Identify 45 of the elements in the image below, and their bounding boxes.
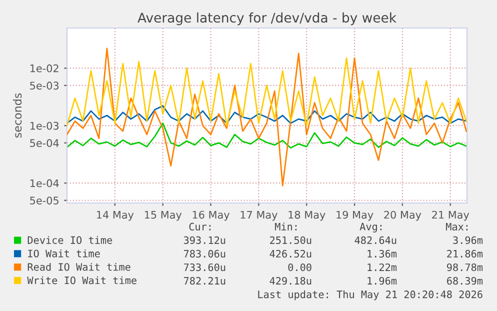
y-tick-label: 1e-03 xyxy=(30,122,59,130)
x-tick-label: 20 May xyxy=(384,210,422,221)
x-tick-label: 14 May xyxy=(97,210,134,221)
text: 783.06u xyxy=(184,250,226,258)
text: 782.21u xyxy=(184,277,226,285)
text: 1.96m xyxy=(368,277,397,285)
text: Max: xyxy=(446,222,468,230)
x-tick-label: 18 May xyxy=(288,210,326,221)
x-tick-label: 17 May xyxy=(240,210,278,221)
text: Min: xyxy=(275,222,297,230)
y-tick-label: 5e-04 xyxy=(30,139,59,148)
text: 426.52u xyxy=(270,250,312,258)
text: 3.96m xyxy=(453,236,483,244)
text: 1.36m xyxy=(368,250,397,258)
line-series xyxy=(67,57,467,126)
text: 1.22m xyxy=(368,263,397,271)
text: 482.64u xyxy=(354,236,396,244)
line-series xyxy=(67,48,467,186)
y-tick-label: 5e-03 xyxy=(30,82,59,90)
y-tick-label: 1e-02 xyxy=(30,64,58,72)
text: 429.18u xyxy=(270,277,312,285)
x-tick-label: 19 May xyxy=(336,210,374,221)
text: 393.12u xyxy=(184,236,226,244)
x-tick-label: 21 May xyxy=(432,210,470,221)
x-tick-label: 15 May xyxy=(144,210,182,221)
y-tick-label: 5e-05 xyxy=(30,196,58,204)
legend-label: IO Wait time xyxy=(28,250,100,258)
x-tick-label: 16 May xyxy=(192,210,230,221)
legend-label: Write IO Wait time xyxy=(27,276,136,284)
line-series xyxy=(67,122,467,149)
text: 21.86m xyxy=(447,250,483,258)
text: 68.39m xyxy=(447,277,483,285)
legend-label: Read IO Wait time xyxy=(28,262,130,271)
text: 733.60u xyxy=(184,263,226,272)
text: 251.50u xyxy=(270,236,312,244)
y-tick-label: 1e-04 xyxy=(30,179,59,188)
text: Cur: xyxy=(189,222,211,230)
chart-title: Average latency for /dev/vda - by week xyxy=(138,12,396,26)
legend-label: Device IO time xyxy=(28,236,112,244)
text: 98.78m xyxy=(447,263,483,272)
line-series xyxy=(67,105,467,124)
y-axis-title: seconds xyxy=(13,93,22,138)
text: 0.00 xyxy=(288,263,312,272)
text: Last update: Thu May 21 20:20:48 2026 xyxy=(258,290,482,300)
text: Avg: xyxy=(360,222,382,232)
